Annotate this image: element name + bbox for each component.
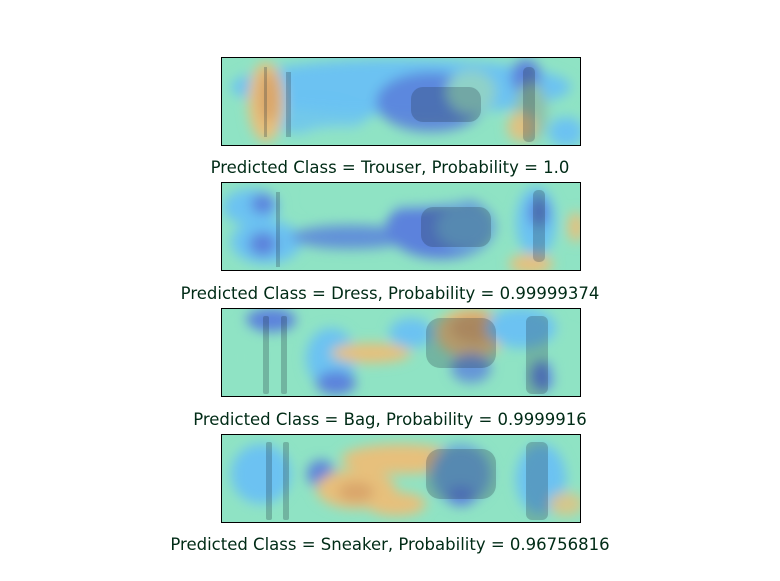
heatmap-image-sneaker (221, 434, 581, 523)
heatmap-panel-bag (221, 308, 581, 397)
heatmap-image-trouser (221, 57, 581, 146)
heatmap-panel-dress (221, 182, 581, 271)
caption-sneaker: Predicted Class = Sneaker, Probability =… (170, 535, 610, 554)
caption-bag: Predicted Class = Bag, Probability = 0.9… (193, 410, 587, 429)
heatmap-image-bag (221, 308, 581, 397)
heatmap-image-dress (221, 182, 581, 271)
heatmap-panel-trouser (221, 57, 581, 146)
caption-trouser: Predicted Class = Trouser, Probability =… (210, 158, 570, 177)
caption-dress: Predicted Class = Dress, Probability = 0… (180, 284, 600, 303)
heatmap-panel-sneaker (221, 434, 581, 523)
